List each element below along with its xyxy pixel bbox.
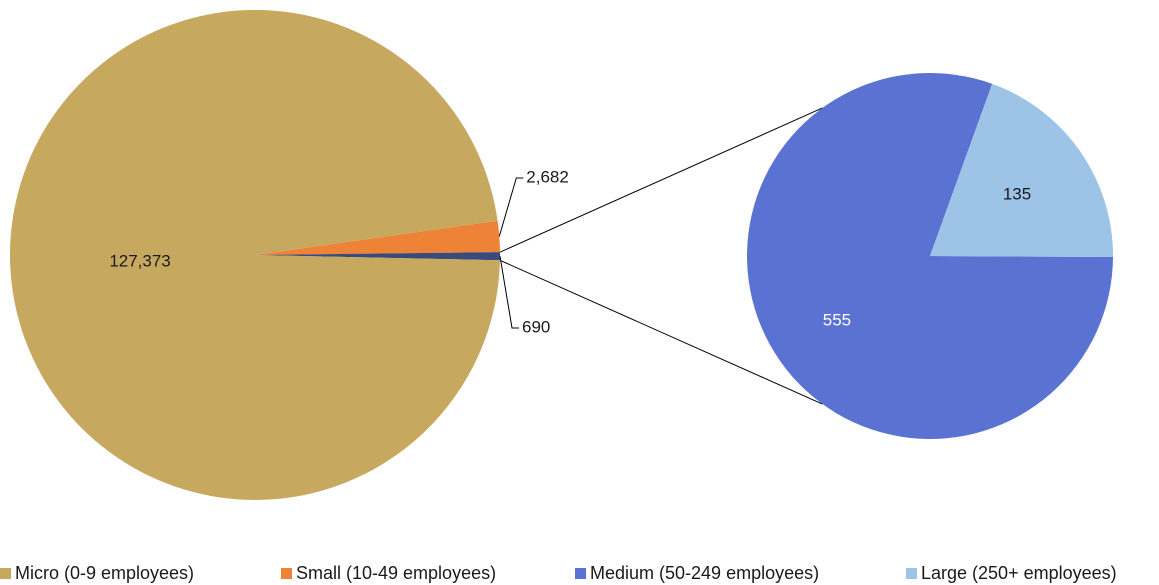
- main-pie: [9, 9, 500, 500]
- data-label-large: 135: [1003, 185, 1031, 204]
- legend-item-small: Small (10-49 employees): [281, 563, 496, 584]
- leader-line-small: [498, 177, 524, 237]
- legend-swatch-large: [906, 568, 917, 579]
- legend-swatch-small: [281, 568, 292, 579]
- chart-legend: Micro (0-9 employees) Small (10-49 emplo…: [0, 560, 1159, 585]
- legend-swatch-medium: [575, 568, 586, 579]
- data-label-micro: 127,373: [109, 251, 170, 270]
- legend-item-micro: Micro (0-9 employees): [0, 563, 194, 584]
- data-label-small: 2,682: [526, 167, 569, 186]
- legend-label-large: Large (250+ employees): [921, 563, 1117, 583]
- legend-item-medium: Medium (50-249 employees): [575, 563, 819, 584]
- legend-label-medium: Medium (50-249 employees): [590, 563, 820, 583]
- leader-line-other: [499, 256, 519, 329]
- secondary-pie-slice-large: [930, 83, 1114, 257]
- legend-label-micro: Micro (0-9 employees): [15, 563, 195, 583]
- data-label-medium: 555: [823, 310, 851, 329]
- connector-line-bottom: [499, 259, 823, 405]
- legend-item-large: Large (250+ employees): [906, 563, 1117, 584]
- connector-lines: [499, 107, 823, 405]
- data-labels: 127,373 2,682 690 555 135: [109, 167, 1031, 336]
- legend-swatch-micro: [0, 568, 11, 579]
- connector-line-top: [499, 107, 823, 253]
- legend-label-small: Small (10-49 employees): [296, 563, 497, 583]
- main-pie-slice-other: [255, 252, 500, 261]
- data-label-other: 690: [522, 317, 550, 336]
- secondary-pie: [747, 73, 1114, 440]
- pie-of-pie-chart: 127,373 2,682 690 555 135: [9, 9, 1114, 500]
- main-pie-slice-micro: [9, 9, 500, 500]
- main-pie-slice-small: [255, 220, 500, 255]
- secondary-pie-slice-medium: [747, 73, 1113, 440]
